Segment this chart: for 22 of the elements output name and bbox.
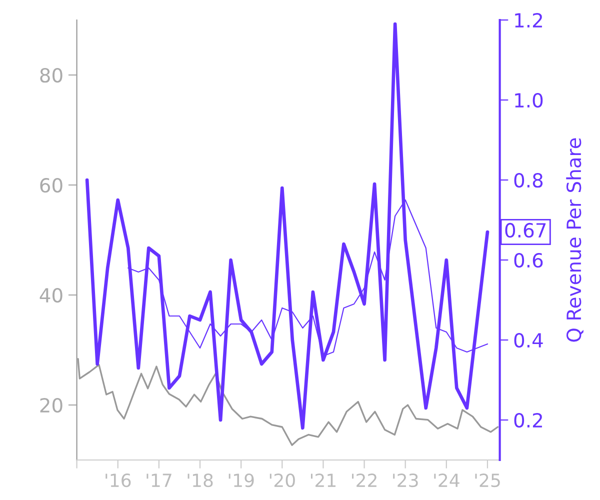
y-tick-label: 60 [40,178,62,193]
y2-tick-label: 0.4 [514,332,543,348]
y-tick-label: 80 [40,68,62,83]
x-tick-label: '18 [188,474,213,488]
y2-tick-label: 0.8 [514,172,543,188]
x-tick-label: '24 [434,474,460,487]
x-tick-label: '19 [228,474,254,488]
y-tick-label: 20 [40,398,62,413]
y2-tick-label: 0.2 [514,412,542,428]
x-tick-label: '17 [146,474,172,487]
x-tick-label: '25 [475,474,500,488]
x-tick-label: '20 [270,474,295,488]
x-tick-label: '16 [106,474,131,488]
x-tick-label: '21 [310,474,336,487]
y-tick-label: 40 [40,288,62,303]
y2-tick-label: 1.0 [515,92,543,108]
y2-tick-label: 0.6 [514,252,543,268]
x-tick-label: '22 [352,474,376,487]
y2-axis-title: Q Revenue Per Share [566,138,584,342]
x-tick-label: '23 [393,474,418,488]
y2-tick-label: 1.2 [515,12,542,28]
text: 0.67 [505,222,546,238]
